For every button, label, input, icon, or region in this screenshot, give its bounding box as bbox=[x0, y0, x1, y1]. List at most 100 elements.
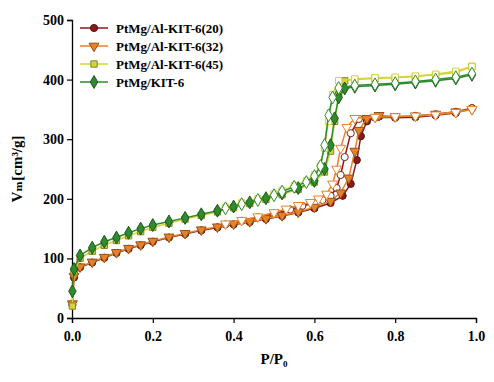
tick-mark bbox=[67, 199, 72, 200]
tick-mark bbox=[67, 139, 72, 140]
tick-mark bbox=[67, 20, 72, 21]
legend: PtMg/Al-KIT-6(20) PtMg/Al-KIT-6(32) PtMg/A… bbox=[80, 21, 223, 90]
tick-mark bbox=[476, 318, 477, 323]
desorption-point bbox=[322, 191, 332, 200]
desorption-point bbox=[325, 109, 332, 122]
desorption-point bbox=[311, 170, 318, 183]
adsorption-point bbox=[76, 249, 83, 262]
tick-mark bbox=[395, 318, 396, 323]
tick-label: 0.6 bbox=[306, 329, 324, 344]
adsorption-line bbox=[72, 75, 472, 291]
adsorption-point bbox=[149, 219, 156, 232]
desorption-point bbox=[350, 115, 360, 124]
desorption-point bbox=[335, 81, 342, 94]
desorption-point bbox=[370, 114, 380, 123]
legend-item: PtMg/KIT-6 bbox=[80, 75, 185, 90]
tick: 0 bbox=[57, 311, 72, 326]
adsorption-point bbox=[213, 224, 223, 233]
desorption-point bbox=[269, 210, 279, 219]
tick: 0.4 bbox=[225, 318, 243, 344]
tick-mark bbox=[314, 318, 315, 323]
tick-mark bbox=[234, 318, 235, 323]
adsorption-point bbox=[70, 263, 77, 276]
adsorption-point bbox=[137, 222, 144, 235]
adsorption-point bbox=[101, 235, 108, 248]
desorption-point bbox=[391, 77, 398, 90]
desorption-point bbox=[221, 221, 231, 230]
adsorption-point bbox=[69, 303, 75, 309]
adsorption-point bbox=[112, 250, 122, 259]
tick-mark bbox=[67, 258, 72, 259]
legend-marker bbox=[89, 43, 99, 52]
desorption-point bbox=[390, 114, 400, 123]
adsorption-point bbox=[125, 226, 132, 239]
plot: 0.00.20.40.60.81.00100200300400500 bbox=[43, 13, 485, 344]
adsorption-point bbox=[180, 231, 190, 240]
adsorption-point bbox=[331, 112, 338, 125]
desorption-point bbox=[317, 160, 324, 173]
adsorption-point bbox=[148, 238, 158, 247]
desorption-point bbox=[329, 91, 336, 104]
tick-label: 300 bbox=[43, 132, 64, 147]
adsorption-point bbox=[261, 216, 271, 225]
tick-label: 1.0 bbox=[468, 329, 486, 344]
tick: 300 bbox=[43, 132, 72, 147]
data-area bbox=[67, 63, 476, 309]
tick: 0.2 bbox=[145, 318, 163, 344]
adsorption-line bbox=[72, 108, 472, 305]
desorption-point bbox=[305, 200, 315, 209]
legend-marker bbox=[90, 24, 97, 31]
desorption-line bbox=[226, 108, 472, 224]
desorption-point bbox=[321, 139, 328, 152]
legend-marker bbox=[90, 76, 97, 89]
tick: 0.0 bbox=[64, 318, 82, 344]
adsorption-point bbox=[99, 254, 109, 263]
desorption-point bbox=[237, 217, 247, 226]
tick-label: 0.2 bbox=[145, 329, 163, 344]
axis-line bbox=[73, 319, 477, 324]
desorption-point bbox=[303, 176, 310, 189]
adsorption-point bbox=[164, 234, 174, 243]
tick-label: 400 bbox=[43, 73, 64, 88]
adsorption-point bbox=[87, 259, 97, 268]
desorption-line bbox=[226, 109, 472, 223]
y-axis: 0 100 200 300 400 500 bbox=[43, 13, 73, 326]
adsorption-point bbox=[350, 148, 360, 157]
legend-item: PtMg/Al-KIT-6(20) bbox=[80, 21, 223, 36]
desorption-point bbox=[431, 112, 441, 121]
desorption-point bbox=[371, 78, 378, 91]
desorption-point bbox=[293, 203, 303, 212]
tick: 200 bbox=[43, 192, 72, 207]
adsorption-point bbox=[198, 208, 205, 221]
legend-label: PtMg/Al-KIT-6(45) bbox=[116, 57, 223, 72]
desorption-point bbox=[278, 185, 285, 198]
chart: 0.00.20.40.60.81.00100200300400500P/P₀Vₘ… bbox=[0, 0, 494, 382]
desorption-point bbox=[290, 180, 297, 193]
desorption-point bbox=[452, 71, 459, 84]
desorption-point bbox=[451, 110, 461, 119]
tick-label: 200 bbox=[43, 192, 64, 207]
adsorption-point bbox=[69, 285, 76, 298]
x-axis: 0.00.20.40.60.81.0 bbox=[64, 318, 486, 344]
desorption-point bbox=[332, 166, 342, 175]
adsorption-point bbox=[354, 127, 364, 136]
adsorption-point bbox=[136, 242, 146, 251]
desorption-point bbox=[467, 107, 477, 116]
x-axis-title: P/P₀ bbox=[261, 351, 288, 367]
desorption-point bbox=[254, 194, 261, 207]
tick: 400 bbox=[43, 73, 72, 88]
desorption-point bbox=[222, 202, 229, 215]
tick: 500 bbox=[43, 13, 72, 28]
desorption-point bbox=[342, 124, 352, 133]
legend-item: PtMg/Al-KIT-6(45) bbox=[80, 57, 223, 72]
adsorption-point bbox=[124, 245, 134, 254]
tick-mark bbox=[67, 318, 72, 319]
legend-item: PtMg/Al-KIT-6(32) bbox=[80, 39, 223, 54]
adsorption-point bbox=[196, 227, 206, 236]
tick-label: 0.4 bbox=[225, 329, 243, 344]
tick-label: 0.0 bbox=[64, 329, 82, 344]
series bbox=[69, 67, 476, 297]
desorption-point bbox=[468, 67, 475, 80]
desorption-point bbox=[412, 75, 419, 88]
tick: 100 bbox=[43, 251, 72, 266]
